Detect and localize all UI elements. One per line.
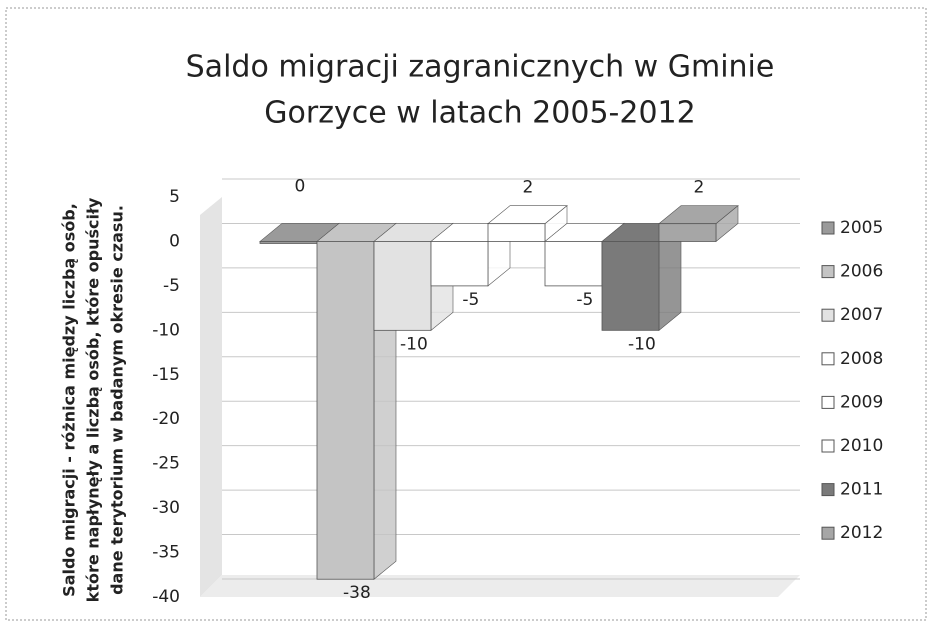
y-tick-label: -15 [152, 365, 180, 385]
legend-label: 2007 [840, 305, 883, 325]
y-axis-label: dane terytorium w badanym okresie czasu. [108, 205, 127, 595]
y-tick-label: -20 [152, 409, 180, 429]
bar [259, 241, 318, 244]
bar [544, 241, 603, 287]
bar [316, 241, 375, 580]
data-label: -10 [400, 334, 428, 354]
data-label: 0 [294, 176, 305, 196]
chart-title: Saldo migracji zagranicznych w Gminie [186, 50, 775, 85]
y-tick-label: -35 [152, 543, 180, 563]
legend-swatch [821, 526, 835, 540]
bar [601, 241, 660, 331]
data-label: 2 [693, 178, 704, 198]
y-tick-label: -40 [152, 587, 180, 607]
legend-label: 2012 [840, 523, 883, 543]
y-axis-label: które napłynęły a liczbą osób, które opu… [84, 197, 103, 602]
y-tick-label: -10 [152, 320, 180, 340]
y-tick-label: -5 [163, 276, 180, 296]
bar [430, 241, 489, 287]
y-axis-label: Saldo migracji - różnica między liczbą o… [60, 203, 79, 597]
legend-swatch [821, 221, 835, 235]
data-label: 2 [522, 178, 533, 198]
legend-label: 2009 [840, 392, 883, 412]
y-tick-label: 5 [169, 187, 180, 207]
legend-swatch [821, 483, 835, 497]
legend-label: 2010 [840, 436, 883, 456]
legend-label: 2006 [840, 262, 883, 282]
floor [200, 575, 800, 597]
bar [487, 223, 546, 242]
legend-swatch [821, 395, 835, 409]
legend-swatch [821, 265, 835, 279]
side-wall [200, 197, 222, 597]
legend-label: 2005 [840, 218, 883, 238]
data-label: -5 [576, 290, 593, 310]
legend-swatch [821, 352, 835, 366]
data-label: -10 [628, 334, 656, 354]
chart-title: Gorzyce w latach 2005-2012 [264, 96, 695, 131]
frame [5, 7, 927, 621]
bar [658, 223, 717, 242]
y-tick-label: -25 [152, 454, 180, 474]
y-tick-label: -30 [152, 498, 180, 518]
legend-swatch [821, 439, 835, 453]
y-tick-label: 0 [169, 231, 180, 251]
legend-swatch [821, 308, 835, 322]
legend-label: 2011 [840, 480, 883, 500]
data-label: -38 [343, 583, 371, 603]
legend-label: 2008 [840, 349, 883, 369]
data-label: -5 [462, 290, 479, 310]
bar [373, 241, 432, 331]
